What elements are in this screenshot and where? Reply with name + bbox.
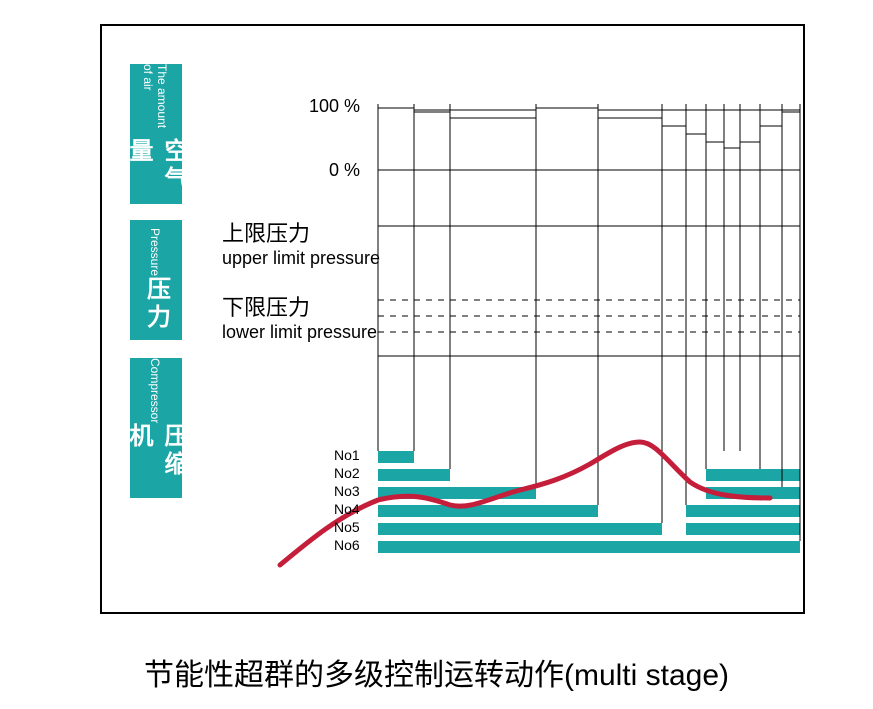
y-label-0: 100 % [300,96,360,117]
compressor-row-label-4: No5 [334,519,360,535]
compressor-row-label-0: No1 [334,447,360,463]
chart-svg [0,0,873,620]
compressor-row-label-5: No6 [334,537,360,553]
canvas: The amount of air空气量Pressure压力Compressor… [0,0,873,709]
compressor-row-label-3: No4 [334,501,360,517]
compressor-row-label-1: No2 [334,465,360,481]
compressor-row-label-2: No3 [334,483,360,499]
y-label-1: 0 % [300,160,360,181]
caption: 节能性超群的多级控制运转动作(multi stage) [0,650,873,694]
